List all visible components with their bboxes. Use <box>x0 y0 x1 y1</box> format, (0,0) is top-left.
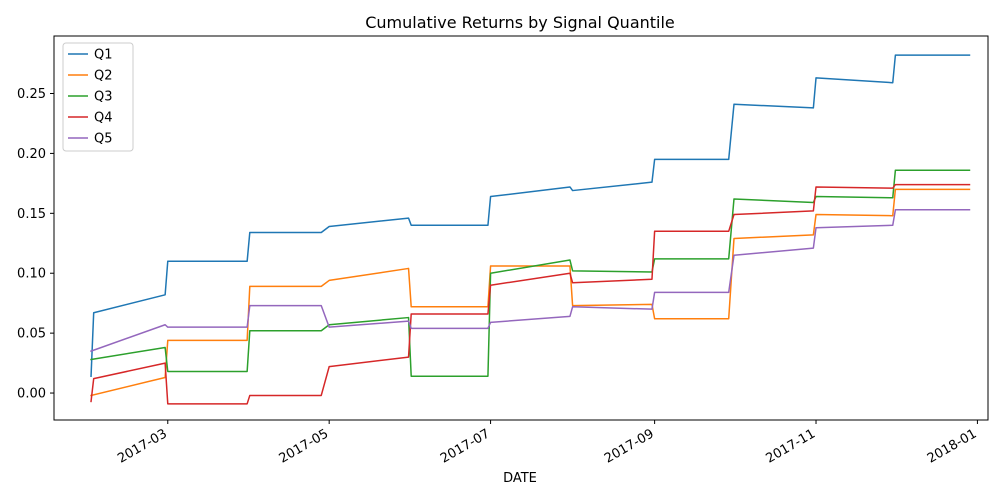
x-axis: 2017-03 2017-05 2017-07 2017-09 2017-11 2018-… <box>115 420 979 467</box>
y-axis: 0.00 0.05 0.10 0.15 0.20 0.25 <box>17 87 54 402</box>
y-tick-label: 0.00 <box>17 387 46 402</box>
y-tick-label: 0.15 <box>17 207 46 222</box>
series-line-q4 <box>90 183 971 405</box>
x-tick-label: 2017-05 <box>277 426 332 466</box>
chart-title: Cumulative Returns by Signal Quantile <box>365 13 675 32</box>
x-tick-label: 2017-03 <box>115 426 170 466</box>
plot-area: 2017-03 2017-05 2017-07 2017-09 2017-11 2018-… <box>17 35 989 467</box>
y-tick-label: 0.20 <box>17 147 46 162</box>
legend-label-q3: Q3 <box>94 90 113 105</box>
x-tick-label: 2018-01 <box>925 426 980 466</box>
series-line-q2 <box>90 188 971 397</box>
plot-frame <box>53 35 989 421</box>
series-layer <box>90 54 971 405</box>
legend-label-q1: Q1 <box>94 48 113 63</box>
x-tick-label: 2017-07 <box>438 426 493 466</box>
y-tick-label: 0.25 <box>17 87 46 102</box>
x-tick-label: 2017-11 <box>763 426 818 466</box>
series-line-q3 <box>90 169 971 378</box>
y-tick-label: 0.05 <box>17 327 46 342</box>
x-axis-title: DATE <box>503 471 537 486</box>
series-line-q5 <box>90 208 971 353</box>
legend-label-q2: Q2 <box>94 69 113 84</box>
series-line-q1 <box>90 54 971 378</box>
legend-box <box>62 42 134 152</box>
x-tick-label: 2017-09 <box>602 426 657 466</box>
legend-label-q5: Q5 <box>94 132 113 147</box>
legend: Q1 Q2 Q3 Q4 Q5 <box>62 42 134 152</box>
y-tick-label: 0.10 <box>17 267 46 282</box>
legend-label-q4: Q4 <box>94 111 113 126</box>
legend-items: Q1 Q2 Q3 Q4 Q5 <box>68 48 113 147</box>
